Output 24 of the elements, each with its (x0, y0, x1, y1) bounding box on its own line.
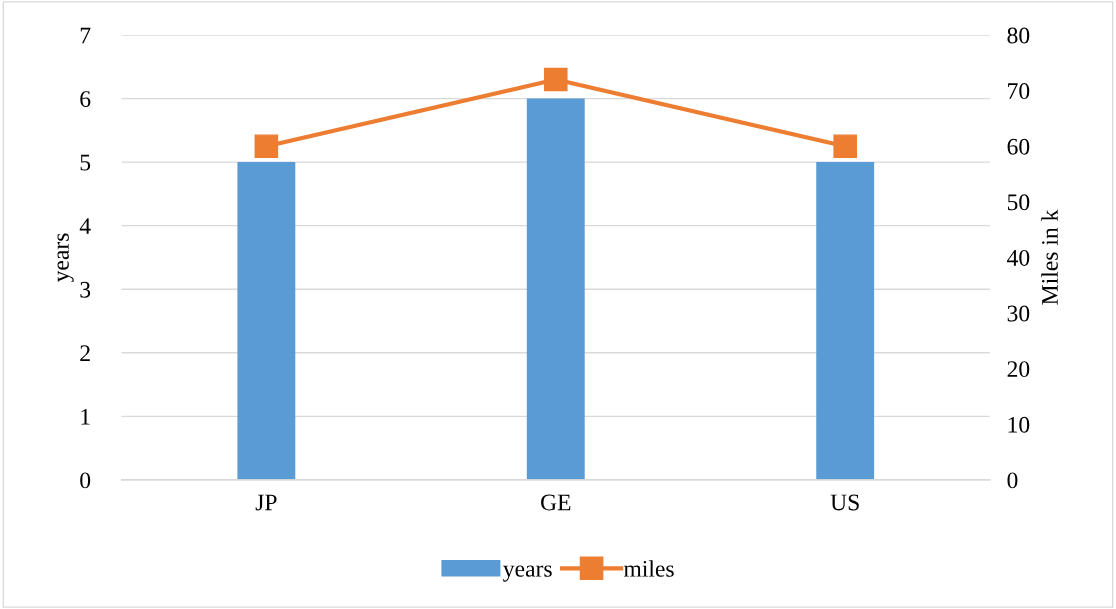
y-tick-label: 1 (81, 408, 90, 425)
x-tick-label: GE (541, 494, 571, 511)
y2-tick-label: 80 (1007, 27, 1030, 44)
legend-label: miles (623, 560, 674, 577)
y2-tick-label: 60 (1007, 138, 1030, 155)
y-tick-label: 0 (80, 472, 91, 489)
legend-label: years (503, 565, 552, 582)
y-tick-label: 2 (80, 345, 90, 361)
y-tick-label: 5 (80, 154, 91, 171)
y2-tick-label: 40 (1007, 249, 1030, 266)
y2-tick-label: 30 (1007, 305, 1030, 322)
y2-tick-label: 50 (1007, 194, 1030, 211)
y2-tick-label: 20 (1007, 361, 1030, 378)
y2-tick-label: 70 (1008, 83, 1030, 100)
y-tick-label: 6 (80, 91, 91, 107)
y-tick-label: 7 (80, 27, 91, 44)
x-tick-label: US (830, 494, 859, 511)
y-axis-title: years (57, 233, 74, 283)
y2-tick-label: 0 (1007, 472, 1018, 489)
y-tick-label: 3 (80, 281, 91, 298)
y2-axis-title: Miles in k (1041, 209, 1058, 305)
y-tick-label: 4 (79, 218, 91, 234)
y2-tick-label: 10 (1008, 416, 1030, 433)
x-tick-label: JP (255, 494, 277, 511)
